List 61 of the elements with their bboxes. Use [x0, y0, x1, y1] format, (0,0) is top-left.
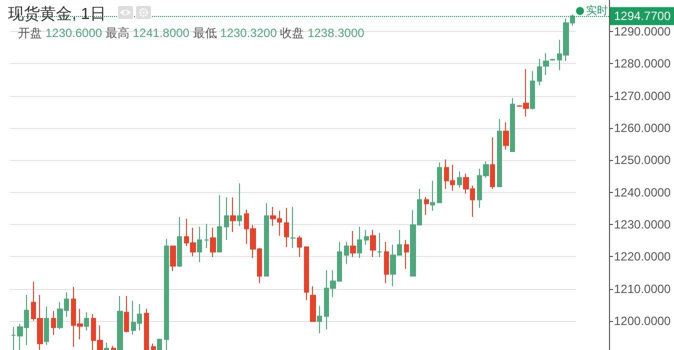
- candlestick: [197, 226, 202, 263]
- candlestick: [177, 216, 182, 268]
- candlestick: [157, 338, 162, 350]
- y-tick-label: 1200.0000: [614, 314, 672, 328]
- candlestick: [543, 52, 549, 76]
- candlestick: [124, 295, 129, 333]
- annotation: 开盘 1230.6000 最高 1241.8000 最低 1230.3200 收盘 1238.3000: [18, 26, 364, 40]
- candlestick: [370, 230, 376, 258]
- candlestick: [404, 239, 409, 270]
- chart-title: 现货黄金, 1日: [8, 4, 106, 25]
- y-tick-label: 1270.0000: [614, 88, 672, 103]
- candlestick: [284, 207, 289, 248]
- candlestick: [237, 182, 242, 226]
- y-tick-label: 1210.0000: [614, 282, 672, 296]
- candlestick: [317, 305, 322, 334]
- candlestick: [151, 343, 156, 350]
- candlestick: [204, 223, 209, 249]
- candlestick: [210, 227, 216, 258]
- candlestick: [344, 241, 349, 265]
- y-tick-label: 1240.0000: [614, 185, 672, 200]
- candlestick: [144, 308, 149, 350]
- candlestick: [364, 230, 369, 246]
- candlestick: [357, 226, 362, 258]
- candlestick: [503, 122, 509, 150]
- candlestick: [530, 70, 535, 110]
- y-tick-label: 1250.0000: [614, 153, 672, 168]
- candlestick: [497, 118, 502, 188]
- candlestick: [264, 202, 269, 277]
- candlestick: [51, 310, 56, 336]
- candlestick: [550, 58, 555, 61]
- candlestick: [44, 306, 49, 346]
- candlestick: [384, 241, 389, 284]
- candlestick: [304, 246, 309, 301]
- candlestick: [111, 345, 116, 350]
- candlestick: [437, 162, 442, 204]
- candlestick: [510, 98, 515, 152]
- candlestick: [350, 230, 356, 258]
- y-tick-label: 1290.0000: [614, 24, 672, 39]
- candlestick: [117, 295, 123, 350]
- candlestick: [490, 136, 495, 190]
- y-tick-label: 1280.0000: [614, 56, 672, 71]
- candlestick: [224, 197, 229, 240]
- candlestick: [430, 180, 435, 212]
- candlestick: [104, 342, 109, 350]
- text: 实时: [586, 5, 608, 17]
- candlestick: [457, 170, 462, 188]
- candlestick: [424, 196, 429, 216]
- candlestick: [217, 194, 222, 252]
- candlestick: [537, 58, 542, 86]
- ref-line-label: 1294.7700: [614, 9, 672, 24]
- candlestick: [297, 235, 302, 258]
- candlestick: [310, 286, 316, 322]
- y-tick-label: 1220.0000: [614, 250, 672, 264]
- y-tick-label: 1230.0000: [614, 218, 672, 232]
- candlestick: [164, 238, 169, 350]
- y-tick-label: 1260.0000: [614, 121, 672, 136]
- candlestick: [170, 246, 176, 272]
- candlestick: [290, 206, 296, 249]
- candlestick: [377, 232, 382, 258]
- candlestick: [84, 312, 89, 331]
- candlestick: [230, 197, 236, 232]
